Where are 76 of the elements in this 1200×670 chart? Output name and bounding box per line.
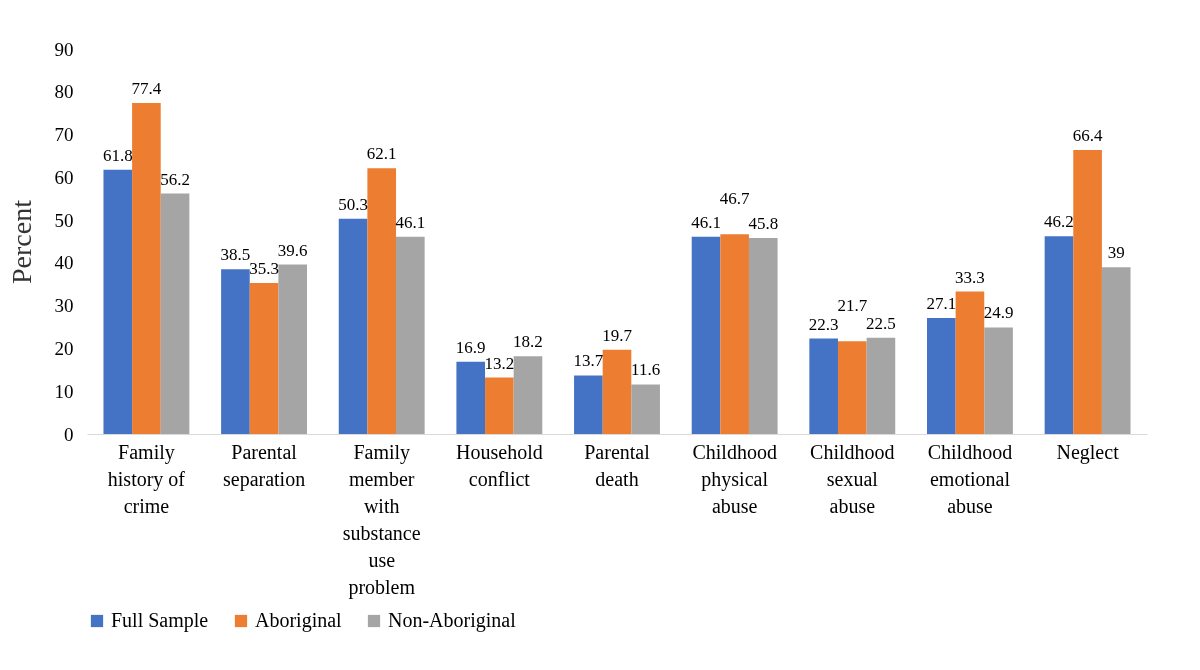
bar [456, 361, 486, 434]
data-label: 62.1 [366, 144, 397, 164]
data-label: 13.2 [484, 353, 515, 373]
y-tick-label: 90 [54, 38, 74, 60]
bar [927, 318, 956, 434]
y-tick-label: 30 [54, 295, 74, 317]
data-label: 38.5 [220, 245, 251, 265]
data-label: 33.3 [955, 267, 985, 287]
bar [278, 264, 307, 434]
bar [160, 193, 190, 434]
bar [103, 169, 133, 434]
bar [631, 384, 660, 434]
bar [396, 236, 425, 434]
data-label: 27.1 [926, 294, 957, 314]
data-label: 50.3 [338, 194, 368, 214]
y-tick-label: 50 [54, 209, 74, 231]
data-label: 46.1 [691, 212, 721, 232]
y-tick-label: 0 [64, 423, 74, 445]
data-label: 13.7 [573, 351, 604, 371]
bar [338, 218, 368, 434]
x-tick-label: Parental separation [222, 440, 306, 491]
bar [984, 327, 1013, 434]
data-label: 22.3 [808, 314, 839, 334]
y-tick-label: 20 [54, 337, 74, 359]
data-label: 66.4 [1072, 125, 1103, 145]
bar [809, 338, 838, 434]
data-label: 35.3 [249, 258, 279, 278]
data-label: 61.8 [102, 145, 133, 165]
bar [602, 349, 632, 434]
bar [955, 291, 985, 434]
bar [574, 375, 603, 434]
data-label: 16.9 [455, 337, 486, 357]
bar [837, 341, 867, 434]
x-tick-label: Childhood physical abuse [692, 440, 777, 517]
data-label: 22.5 [866, 313, 896, 333]
data-label: 18.2 [513, 332, 543, 352]
bar [367, 168, 397, 434]
legend-label: Aboriginal [255, 609, 343, 632]
x-tick-label: Parental death [584, 440, 651, 490]
data-label: 46.2 [1044, 212, 1074, 232]
bar [1073, 149, 1102, 434]
data-label: 19.7 [602, 325, 633, 345]
x-tick-label: Household conflict [456, 440, 543, 490]
x-tick-label: Family history of crime [107, 440, 186, 517]
data-label: 21.7 [837, 296, 868, 316]
bar [1044, 236, 1074, 434]
data-label: 39 [1107, 243, 1125, 263]
x-tick-label: Childhood emotional abuse [927, 440, 1013, 517]
bar [748, 238, 778, 434]
data-label: 77.4 [131, 78, 162, 98]
data-label: 39.6 [277, 240, 308, 260]
x-tick-label: Neglect [1056, 440, 1120, 464]
legend-label: Non-Aboriginal [388, 609, 517, 632]
bar [1101, 267, 1131, 434]
data-label: 46.7 [719, 189, 751, 209]
data-label: 24.9 [983, 303, 1014, 323]
bar [720, 234, 749, 434]
y-tick-label: 70 [54, 124, 74, 146]
y-tick-label: 10 [54, 380, 74, 402]
data-label: 56.2 [160, 169, 190, 189]
data-label: 11.6 [631, 360, 661, 380]
legend-label: Full Sample [111, 609, 209, 632]
y-tick-label: 60 [54, 166, 74, 188]
bar [485, 377, 514, 434]
y-tick-label: 80 [54, 81, 74, 103]
y-tick-label: 40 [54, 252, 74, 274]
y-axis-title: Percent [5, 199, 37, 284]
bar [221, 269, 250, 434]
bar [132, 102, 161, 434]
x-tick-label: Family member with substance use problem [342, 440, 421, 599]
bar [691, 236, 721, 434]
bar [249, 282, 279, 434]
bar [513, 356, 543, 434]
x-tick-label: Childhood sexual abuse [810, 440, 895, 517]
data-label: 45.8 [748, 214, 779, 234]
bar [866, 337, 896, 434]
